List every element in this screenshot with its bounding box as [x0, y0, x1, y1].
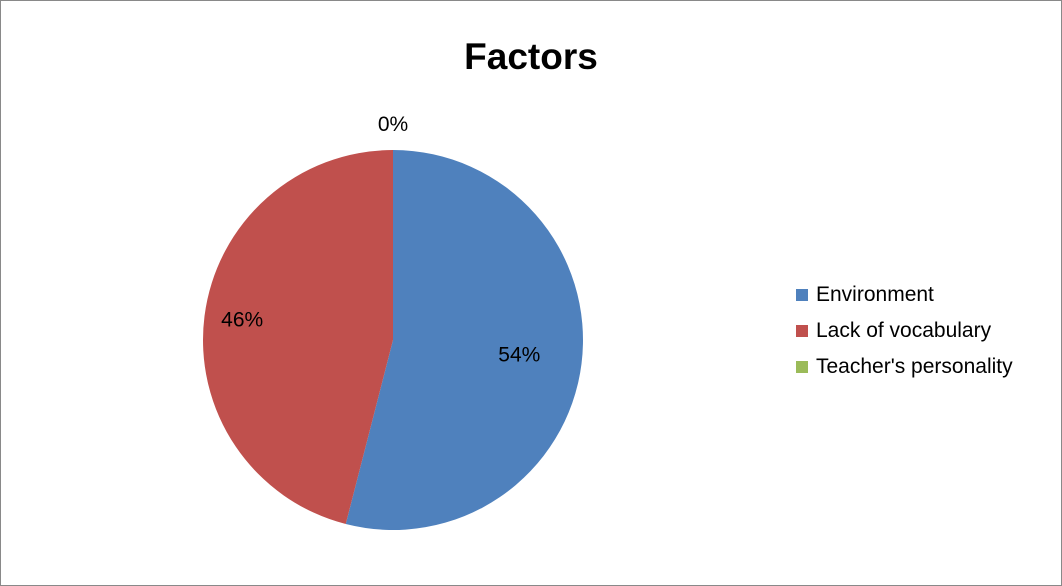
legend-swatch-environment	[796, 288, 808, 301]
legend-label-teachers-personality: Teacher's personality	[816, 354, 1013, 378]
legend-label-environment: Environment	[816, 282, 934, 306]
legend: Environment Lack of vocabulary Teacher's…	[796, 280, 1013, 388]
pie-slice-lack-of-vocabulary	[202, 150, 393, 525]
data-label-lack-of-vocabulary: 46%	[221, 308, 263, 331]
data-label-teacher-s-personality: 0%	[378, 113, 408, 136]
legend-swatch-lack-of-vocabulary	[796, 324, 808, 337]
legend-item-teachers-personality: Teacher's personality	[796, 352, 1013, 381]
pie-slice-environment	[345, 150, 583, 530]
legend-label-lack-of-vocabulary: Lack of vocabulary	[816, 318, 992, 342]
legend-item-environment: Environment	[796, 280, 1013, 309]
legend-swatch-teachers-personality	[796, 360, 808, 373]
legend-item-lack-of-vocabulary: Lack of vocabulary	[796, 316, 1013, 345]
data-label-environment: 54%	[498, 344, 540, 367]
chart-title: Factors	[464, 36, 598, 77]
